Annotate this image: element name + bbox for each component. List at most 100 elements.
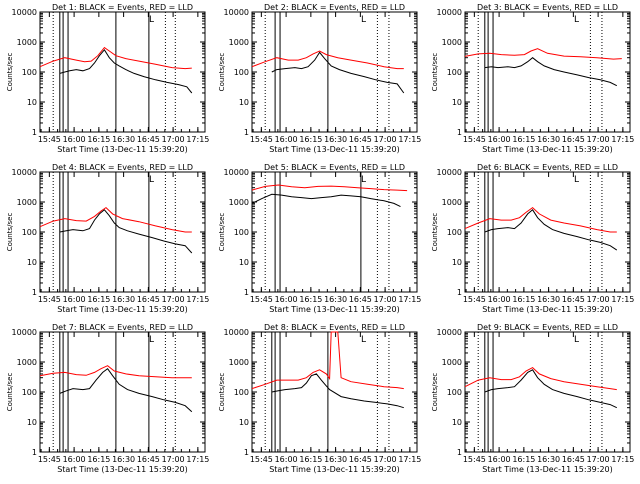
y-tick-label: 1000 [17, 358, 37, 367]
x-axis-label: Start Time (13-Dec-11 15:39:20) [482, 465, 613, 474]
series-line-lld [251, 331, 404, 390]
y-tick-label: 1 [32, 288, 37, 297]
y-tick-label: 100 [234, 228, 249, 237]
y-tick-label: 10 [239, 98, 249, 107]
x-tick-label: 16:30 [324, 135, 347, 144]
chart-panel-6: Det 6: BLACK = Events, RED = LLD L 1 10 100 1… [431, 163, 634, 314]
y-tick-label: 100 [447, 68, 462, 77]
y-axis-label: Counts/sec [431, 53, 439, 92]
y-tick-label: 1 [457, 448, 462, 457]
x-tick-label: 16:30 [112, 455, 135, 464]
y-tick-label: 1000 [442, 38, 462, 47]
x-tick-label: 16:00 [488, 295, 511, 304]
x-tick-label: 16:00 [63, 135, 86, 144]
x-tick-label: 16:30 [112, 135, 135, 144]
series-line-lld [39, 365, 192, 379]
legend-mark: L [149, 335, 154, 345]
y-tick-label: 10000 [12, 8, 37, 17]
x-tick-label: 15:45 [250, 295, 273, 304]
chart-panel-4: Det 4: BLACK = Events, RED = LLD L 1 10 100 1… [6, 163, 209, 314]
x-tick-label: 17:15 [611, 455, 634, 464]
chart-panel-1: Det 1: BLACK = Events, RED = LLD L 1 10 100 1… [6, 3, 209, 154]
series-line-events [484, 369, 618, 409]
x-tick-label: 17:15 [611, 135, 634, 144]
y-tick-label: 1 [457, 288, 462, 297]
legend-mark: L [574, 15, 579, 25]
y-tick-label: 10 [239, 418, 249, 427]
x-tick-label: 17:15 [186, 295, 209, 304]
x-tick-label: 16:45 [562, 455, 585, 464]
y-tick-label: 10000 [224, 168, 249, 177]
x-axis-label: Start Time (13-Dec-11 15:39:20) [269, 305, 400, 314]
x-tick-label: 16:15 [512, 455, 535, 464]
chart-panel-3: Det 3: BLACK = Events, RED = LLD L 1 10 100 1… [431, 3, 634, 154]
y-tick-label: 1000 [442, 358, 462, 367]
x-tick-label: 16:15 [87, 295, 110, 304]
y-tick-label: 1000 [229, 358, 249, 367]
y-tick-label: 1 [32, 448, 37, 457]
chart-panel-7: Det 7: BLACK = Events, RED = LLD L 1 10 100 1… [6, 323, 209, 474]
x-tick-label: 16:00 [275, 455, 298, 464]
x-tick-label: 16:15 [512, 295, 535, 304]
chart-title: Det 8: BLACK = Events, RED = LLD [264, 323, 405, 332]
y-tick-label: 1 [244, 128, 249, 137]
series-line-events [59, 367, 193, 413]
x-tick-label: 17:00 [587, 295, 610, 304]
x-tick-label: 16:45 [349, 295, 372, 304]
series-line-events [271, 51, 405, 94]
x-tick-label: 16:00 [488, 455, 511, 464]
series-line-lld [39, 46, 192, 70]
x-tick-label: 16:30 [324, 295, 347, 304]
x-tick-label: 17:15 [398, 135, 421, 144]
x-tick-label: 17:15 [186, 135, 209, 144]
y-tick-label: 10000 [437, 8, 462, 17]
y-axis-label: Counts/sec [218, 213, 226, 252]
y-tick-label: 10 [27, 258, 37, 267]
legend-mark: L [574, 175, 579, 185]
chart-panel-2: Det 2: BLACK = Events, RED = LLD L 1 10 100 1… [218, 3, 421, 154]
x-axis-label: Start Time (13-Dec-11 15:39:20) [57, 465, 188, 474]
x-tick-label: 16:00 [63, 295, 86, 304]
x-tick-label: 15:45 [463, 295, 486, 304]
legend-mark: L [149, 15, 154, 25]
chart-title: Det 7: BLACK = Events, RED = LLD [52, 323, 193, 332]
x-tick-label: 16:15 [299, 455, 322, 464]
chart-title: Det 4: BLACK = Events, RED = LLD [52, 163, 193, 172]
y-tick-label: 1000 [17, 198, 37, 207]
chart-title: Det 6: BLACK = Events, RED = LLD [477, 163, 618, 172]
x-tick-label: 17:00 [374, 455, 397, 464]
series-line-lld [464, 48, 622, 60]
x-tick-label: 15:45 [38, 135, 61, 144]
y-axis-label: Counts/sec [218, 373, 226, 412]
x-tick-label: 17:00 [162, 455, 185, 464]
x-tick-label: 17:00 [162, 295, 185, 304]
y-tick-label: 1 [244, 448, 249, 457]
y-axis-label: Counts/sec [6, 53, 14, 92]
y-tick-label: 1 [457, 128, 462, 137]
chart-title: Det 1: BLACK = Events, RED = LLD [52, 3, 193, 12]
x-tick-label: 16:15 [87, 455, 110, 464]
x-tick-label: 16:15 [299, 295, 322, 304]
y-axis-label: Counts/sec [218, 53, 226, 92]
series-line-events [271, 373, 404, 409]
y-tick-label: 1 [244, 288, 249, 297]
y-tick-label: 10000 [437, 168, 462, 177]
y-tick-label: 1 [32, 128, 37, 137]
y-tick-label: 10 [452, 258, 462, 267]
chart-panel-8: Det 8: BLACK = Events, RED = LLD L 1 10 100 1… [218, 323, 421, 474]
series-line-lld [251, 50, 404, 70]
x-tick-label: 16:30 [537, 295, 560, 304]
plot-frame [251, 11, 418, 133]
x-axis-label: Start Time (13-Dec-11 15:39:20) [57, 305, 188, 314]
x-tick-label: 17:00 [374, 295, 397, 304]
y-tick-label: 10 [27, 98, 37, 107]
x-tick-label: 17:00 [587, 135, 610, 144]
y-tick-label: 10000 [437, 328, 462, 337]
y-tick-label: 1000 [17, 38, 37, 47]
x-axis-label: Start Time (13-Dec-11 15:39:20) [269, 145, 400, 154]
plot-frame [464, 171, 631, 293]
x-tick-label: 17:00 [374, 135, 397, 144]
x-tick-label: 15:45 [463, 135, 486, 144]
plot-frame [464, 331, 631, 453]
